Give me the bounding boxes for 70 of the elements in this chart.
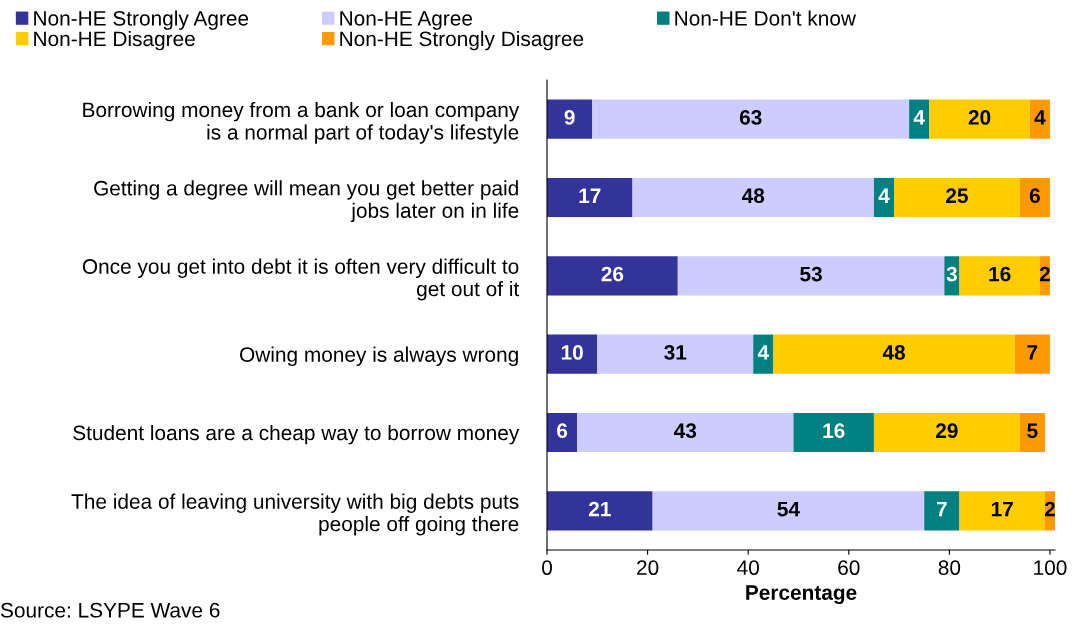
data-label: 48	[882, 345, 905, 360]
bar	[632, 177, 874, 218]
bar	[592, 99, 910, 139]
bar	[547, 99, 593, 139]
y-tick-label: Owing money is always wrong	[240, 346, 518, 367]
x-tick-label: 20	[637, 560, 659, 576]
data-label: 16	[989, 266, 1011, 282]
bar	[894, 177, 1020, 218]
x-tick-label: 80	[938, 560, 961, 576]
data-label: 5	[1027, 423, 1038, 439]
data-label: 7	[936, 501, 947, 517]
data-label: 54	[777, 501, 800, 517]
data-label: 2	[1044, 501, 1055, 517]
legend-label: Non-HE Disagree	[34, 30, 195, 51]
data-label: 4	[913, 110, 925, 125]
bar	[652, 491, 925, 531]
source-note: Source: LSYPE Wave 6	[0, 602, 220, 618]
bar	[547, 256, 678, 296]
y-tick-label: Student loans are a cheap way to borrow money	[73, 424, 520, 445]
data-label: 4	[878, 188, 890, 203]
bar	[873, 412, 1020, 453]
bar	[773, 334, 1015, 374]
bar	[577, 412, 794, 453]
data-label: 6	[557, 423, 568, 439]
legend-label: Non-HE Agree	[340, 11, 473, 30]
bar	[793, 412, 874, 453]
data-label: 9	[564, 110, 575, 125]
data-label: 6	[1029, 188, 1040, 204]
x-tick-label: 100	[1034, 560, 1067, 576]
x-tick-label: 0	[542, 560, 552, 576]
data-label: 4	[1034, 110, 1046, 125]
bar	[597, 334, 754, 374]
data-label: 7	[1027, 345, 1038, 360]
data-label: 10	[561, 345, 583, 360]
x-tick-label: 60	[838, 560, 860, 576]
bar	[929, 99, 1030, 139]
bar	[547, 177, 633, 218]
y-tick-label: Getting a degree will mean you get better paid jobs later on in life	[94, 180, 519, 223]
bar	[959, 256, 1040, 296]
data-label: 21	[588, 501, 611, 517]
data-label: 17	[991, 501, 1013, 517]
data-label: 2	[1039, 266, 1050, 282]
data-label: 20	[968, 110, 991, 125]
bar	[924, 491, 960, 531]
bar	[1014, 334, 1050, 374]
y-tick-label: The idea of leaving university with big debts puts people off going there	[71, 493, 519, 536]
data-label: 3	[946, 266, 957, 282]
bar	[1019, 177, 1050, 218]
x-axis-title: Percentage	[746, 585, 857, 605]
data-label: 53	[800, 266, 822, 282]
data-label: 63	[739, 110, 762, 125]
bar	[547, 491, 653, 531]
data-label: 17	[579, 188, 601, 203]
data-label: 29	[936, 423, 958, 439]
bar	[1019, 412, 1045, 453]
bar	[677, 256, 945, 296]
x-tick-label: 40	[737, 560, 759, 576]
legend-label: Non-HE Strongly Agree	[34, 10, 249, 30]
y-tick-label: Borrowing money from a bank or loan company is a normal part of today's lifestyle	[83, 101, 520, 144]
data-label: 16	[823, 423, 845, 439]
data-label: 26	[601, 266, 624, 282]
data-label: 43	[674, 423, 697, 439]
data-label: 31	[664, 345, 687, 360]
data-label: 48	[741, 188, 765, 204]
legend-label: Non-HE Strongly Disagree	[340, 30, 584, 51]
legend-label: Non-HE Don't know	[675, 10, 857, 26]
data-label: 4	[757, 345, 769, 360]
bar	[959, 491, 1045, 531]
y-tick-label: Once you get into debt it is often very difficult to get out of it	[82, 258, 520, 301]
data-label: 25	[946, 188, 968, 204]
